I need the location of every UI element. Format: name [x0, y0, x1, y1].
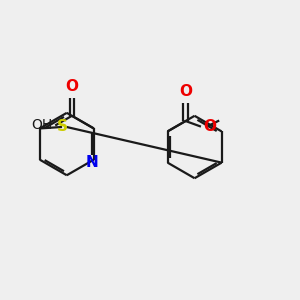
Text: S: S [56, 119, 68, 134]
Text: O: O [179, 84, 192, 99]
Text: O: O [203, 119, 216, 134]
Text: N: N [86, 154, 99, 169]
Text: OH: OH [31, 118, 52, 133]
Text: O: O [65, 80, 78, 94]
